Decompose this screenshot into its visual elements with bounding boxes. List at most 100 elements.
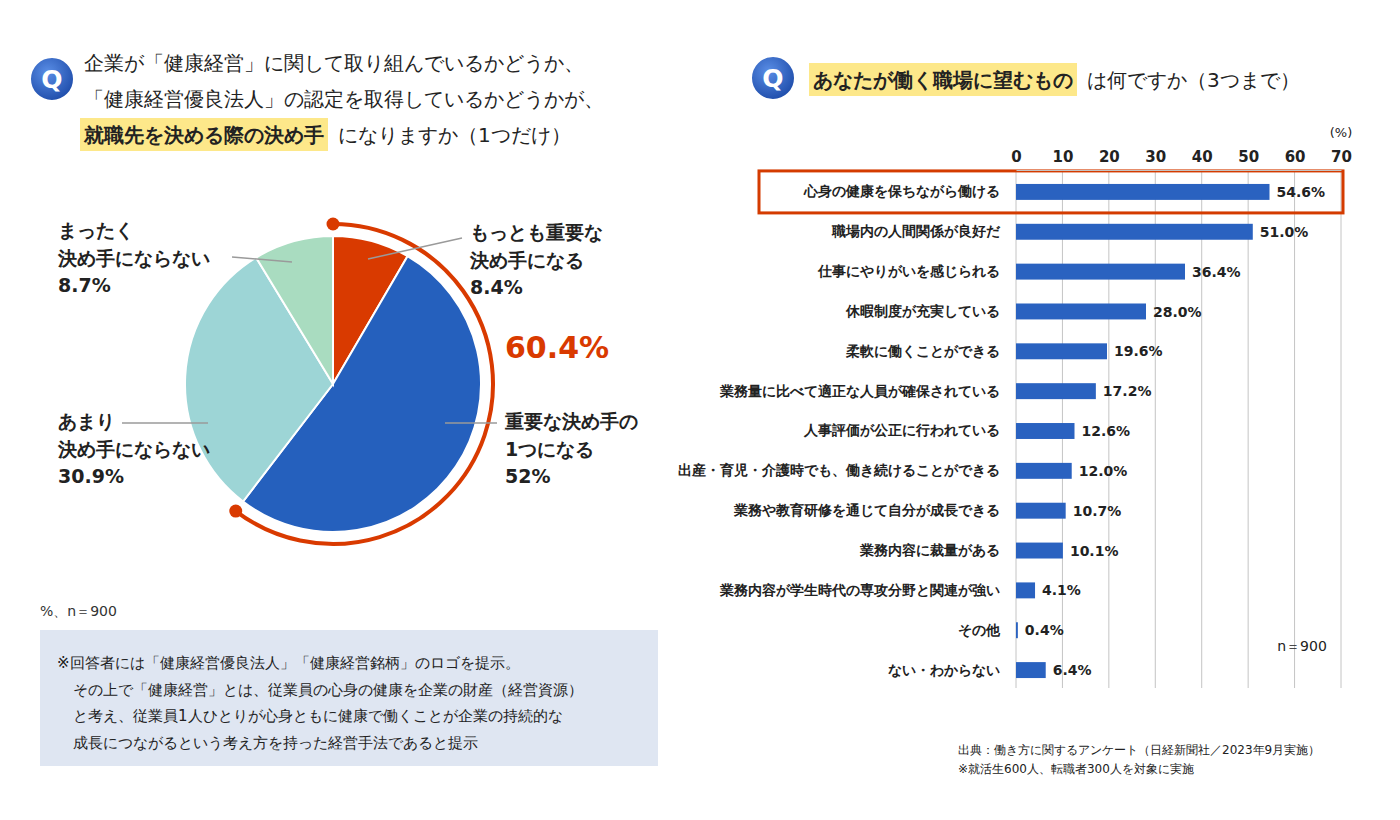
value-label: 52% bbox=[505, 465, 550, 487]
grid bbox=[1016, 170, 1341, 688]
value-label: 10.7% bbox=[1073, 503, 1122, 519]
category-label: 休暇制度が充実している bbox=[845, 303, 1000, 319]
value-label: 51.0% bbox=[1260, 224, 1309, 240]
bar bbox=[1016, 264, 1185, 280]
pie-slice bbox=[256, 236, 333, 384]
x-axis-line bbox=[1017, 170, 1342, 171]
value-labels: 54.6%51.0%36.4%28.0%19.6%17.2%12.6%12.0%… bbox=[1025, 184, 1325, 678]
y-tick: 業務量に比べて適正な人員が確保されている bbox=[719, 383, 1016, 399]
annotation-dot bbox=[327, 218, 340, 231]
value-label: 54.6% bbox=[1277, 184, 1326, 200]
bar bbox=[1016, 184, 1270, 200]
y-tick: 柔軟に働くことができる bbox=[845, 343, 1016, 359]
footnote-line: ※回答者には「健康経営優良法人」「健康経営銘柄」のロゴを提示。 bbox=[57, 654, 520, 672]
category-label-line: もっとも重要な bbox=[470, 221, 603, 243]
value-label: 10.1% bbox=[1070, 543, 1119, 559]
y-tick: 業務内容が学生時代の専攻分野と関連が強い bbox=[719, 582, 1016, 598]
x-tick-label: 0 bbox=[1011, 148, 1021, 166]
category-label: 出産・育児・介護時でも、働き続けることができる bbox=[678, 462, 1000, 478]
y-tick: 出産・育児・介護時でも、働き続けることができる bbox=[678, 462, 1016, 478]
y-tick: 業務内容に裁量がある bbox=[859, 542, 1016, 558]
leader-line bbox=[122, 422, 208, 424]
y-tick: 心身の健康を保ちながら働ける bbox=[803, 183, 1016, 199]
title-icon-circle bbox=[751, 56, 795, 100]
bar bbox=[1016, 503, 1066, 519]
grid-line bbox=[1294, 170, 1295, 688]
value-label: 6.4% bbox=[1053, 662, 1092, 678]
bars bbox=[1016, 184, 1270, 678]
category-label-line: 決め手になる bbox=[469, 249, 584, 271]
grid-line bbox=[1155, 170, 1156, 688]
value-label: 12.6% bbox=[1082, 423, 1131, 439]
category-label-line: あまり bbox=[58, 410, 115, 432]
x-tick-label: 40 bbox=[1192, 148, 1213, 166]
value-label: 4.1% bbox=[1042, 582, 1081, 598]
title-line: 「健康経営優良法人」の認定を取得しているかどうかが、 bbox=[84, 87, 604, 111]
category-label: 業務量に比べて適正な人員が確保されている bbox=[719, 383, 1000, 399]
x-tick: 50 bbox=[1238, 148, 1259, 170]
category-label: あまり決め手にならない bbox=[57, 410, 210, 460]
bar bbox=[1016, 582, 1035, 598]
x-tick: 60 bbox=[1285, 148, 1306, 170]
title-line: 企業が「健康経営」に関して取り組んでいるかどうか、 bbox=[84, 51, 584, 75]
x-tick: 10 bbox=[1052, 148, 1073, 170]
title: Qあなたが働く職場に望むものは何ですか（3つまで） bbox=[751, 56, 1300, 100]
bar bbox=[1016, 543, 1063, 559]
annotation-text: n＝900 bbox=[1277, 638, 1327, 654]
category-label: 業務や教育研修を通じて自分が成長できる bbox=[733, 502, 1000, 518]
category-label-line: まったく bbox=[58, 219, 134, 241]
bar bbox=[1016, 224, 1253, 240]
footnote-line: と考え、従業員1人ひとりが心身ともに健康で働くことが企業の持続的な bbox=[73, 707, 563, 725]
title-line-highlight: 就職先を決める際の決め手 bbox=[83, 123, 324, 147]
footnote-box bbox=[40, 630, 658, 766]
category-label: 職場内の人間関係が良好だ bbox=[831, 223, 1001, 239]
bar bbox=[1016, 303, 1146, 319]
annotation-arc bbox=[236, 224, 493, 544]
category-label: その他 bbox=[958, 622, 1001, 638]
footnote-line: 成長につながるという考え方を持った経営手法であると提示 bbox=[73, 734, 478, 752]
value-label: 28.0% bbox=[1153, 304, 1202, 320]
title-line: になりますか（1つだけ） bbox=[338, 123, 571, 147]
footnote: ※回答者には「健康経営優良法人」「健康経営銘柄」のロゴを提示。その上で「健康経営… bbox=[40, 630, 658, 766]
note: %、n＝900 bbox=[40, 603, 117, 619]
x-tick: 70 bbox=[1331, 148, 1352, 170]
annotation-bracket bbox=[229, 218, 493, 545]
y-axis: 心身の健康を保ちながら働ける職場内の人間関係が良好だ仕事にやりがいを感じられる休… bbox=[678, 183, 1016, 677]
y-tick: その他 bbox=[958, 622, 1016, 638]
x-tick: 40 bbox=[1192, 148, 1213, 170]
annotation-text: 60.4% bbox=[505, 330, 609, 365]
page-root: Q 企業が「健康経営」に関して取り組んでいるかどうか、「健康経営優良法人」の認定を… bbox=[0, 0, 1400, 820]
category-label: 業務内容に裁量がある bbox=[859, 542, 1000, 558]
title-highlight bbox=[80, 118, 328, 151]
footnote-line: その上で「健康経営」とは、従業員の心身の健康を企業の財産（経営資源） bbox=[73, 681, 583, 699]
leader-line bbox=[232, 257, 292, 262]
leader-line bbox=[445, 422, 497, 424]
category-label: 業務内容が学生時代の専攻分野と関連が強い bbox=[719, 582, 1000, 598]
y-tick: 職場内の人間関係が良好だ bbox=[831, 223, 1016, 239]
bar bbox=[1016, 383, 1096, 399]
grid-line bbox=[1248, 170, 1249, 688]
bar bbox=[1016, 662, 1046, 678]
grid-line bbox=[1341, 170, 1342, 688]
value-label: 8.7% bbox=[58, 274, 111, 296]
value-label: 36.4% bbox=[1192, 264, 1241, 280]
title-icon: Q bbox=[762, 64, 783, 93]
value-label: 12.0% bbox=[1079, 463, 1128, 479]
category-label-line: 1つになる bbox=[505, 438, 594, 460]
x-tick: 30 bbox=[1145, 148, 1166, 170]
x-tick-label: 60 bbox=[1285, 148, 1306, 166]
x-tick-label: 70 bbox=[1331, 148, 1352, 166]
bar bbox=[1016, 463, 1072, 479]
category-label-line: 決め手にならない bbox=[57, 438, 210, 460]
category-label: まったく決め手にならない bbox=[57, 219, 210, 269]
x-tick-label: 30 bbox=[1145, 148, 1166, 166]
category-label-line: 決め手にならない bbox=[57, 247, 210, 269]
x-tick-label: 10 bbox=[1052, 148, 1073, 166]
category-label: 心身の健康を保ちながら働ける bbox=[803, 183, 1000, 199]
title-highlight bbox=[809, 63, 1077, 96]
y-tick: 休暇制度が充実している bbox=[845, 303, 1016, 319]
source-line: ※就活生600人、転職者300人を対象に実施 bbox=[958, 762, 1194, 776]
source-line: 出典：働き方に関するアンケート（日経新聞社／2023年9月実施） bbox=[958, 743, 1320, 757]
row-highlight bbox=[759, 171, 1343, 213]
value-label: 30.9% bbox=[58, 465, 124, 487]
